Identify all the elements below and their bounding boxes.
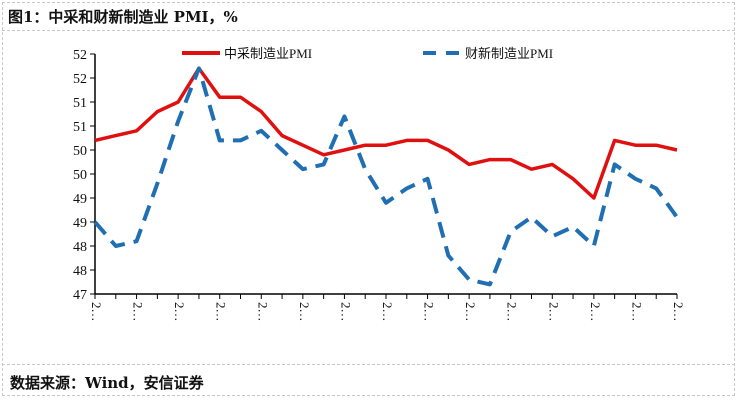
y-tick-label: 49 (73, 192, 87, 207)
series-line-caixin-official (94, 66, 678, 200)
x-tick-label: 2… (546, 302, 561, 322)
y-tick-label: 51 (73, 96, 87, 111)
x-tick-label: 2… (588, 302, 603, 322)
x-tick-label: 2… (214, 302, 229, 322)
series-line-caixin (93, 66, 679, 287)
x-tick-label: 2… (671, 302, 686, 322)
x-tick-label: 2… (255, 302, 270, 322)
figure-frame (2, 2, 735, 396)
x-tick-label: 2… (463, 302, 478, 322)
x-tick-label: 2… (505, 302, 520, 322)
x-tick-label: 2… (297, 302, 312, 322)
y-tick-label: 51 (73, 120, 87, 135)
divider (2, 30, 735, 31)
figure-title: 图1：中采和财新制造业 PMI，% (8, 8, 238, 26)
divider (2, 364, 735, 365)
y-tick-label: 47 (73, 288, 87, 303)
legend-label: 财新制造业PMI (465, 46, 553, 61)
y-tick-label: 50 (73, 144, 87, 159)
x-tick-label: 2… (172, 302, 187, 322)
x-tick-label: 2… (131, 302, 146, 322)
legend-label: 中采制造业PMI (224, 46, 312, 61)
x-tick-label: 2… (629, 302, 644, 322)
x-tick-label: 2… (338, 302, 353, 322)
y-tick-label: 48 (73, 240, 87, 255)
y-tick-label: 49 (73, 216, 87, 231)
source-note: 数据来源：Wind，安信证券 (10, 374, 204, 392)
y-tick-label: 52 (73, 72, 87, 87)
y-tick-label: 48 (73, 264, 87, 279)
x-tick-label: 2… (380, 302, 395, 322)
x-tick-label: 2… (89, 302, 104, 322)
x-tick-label: 2… (422, 302, 437, 322)
y-tick-label: 52 (73, 48, 87, 63)
y-tick-label: 50 (73, 168, 87, 183)
